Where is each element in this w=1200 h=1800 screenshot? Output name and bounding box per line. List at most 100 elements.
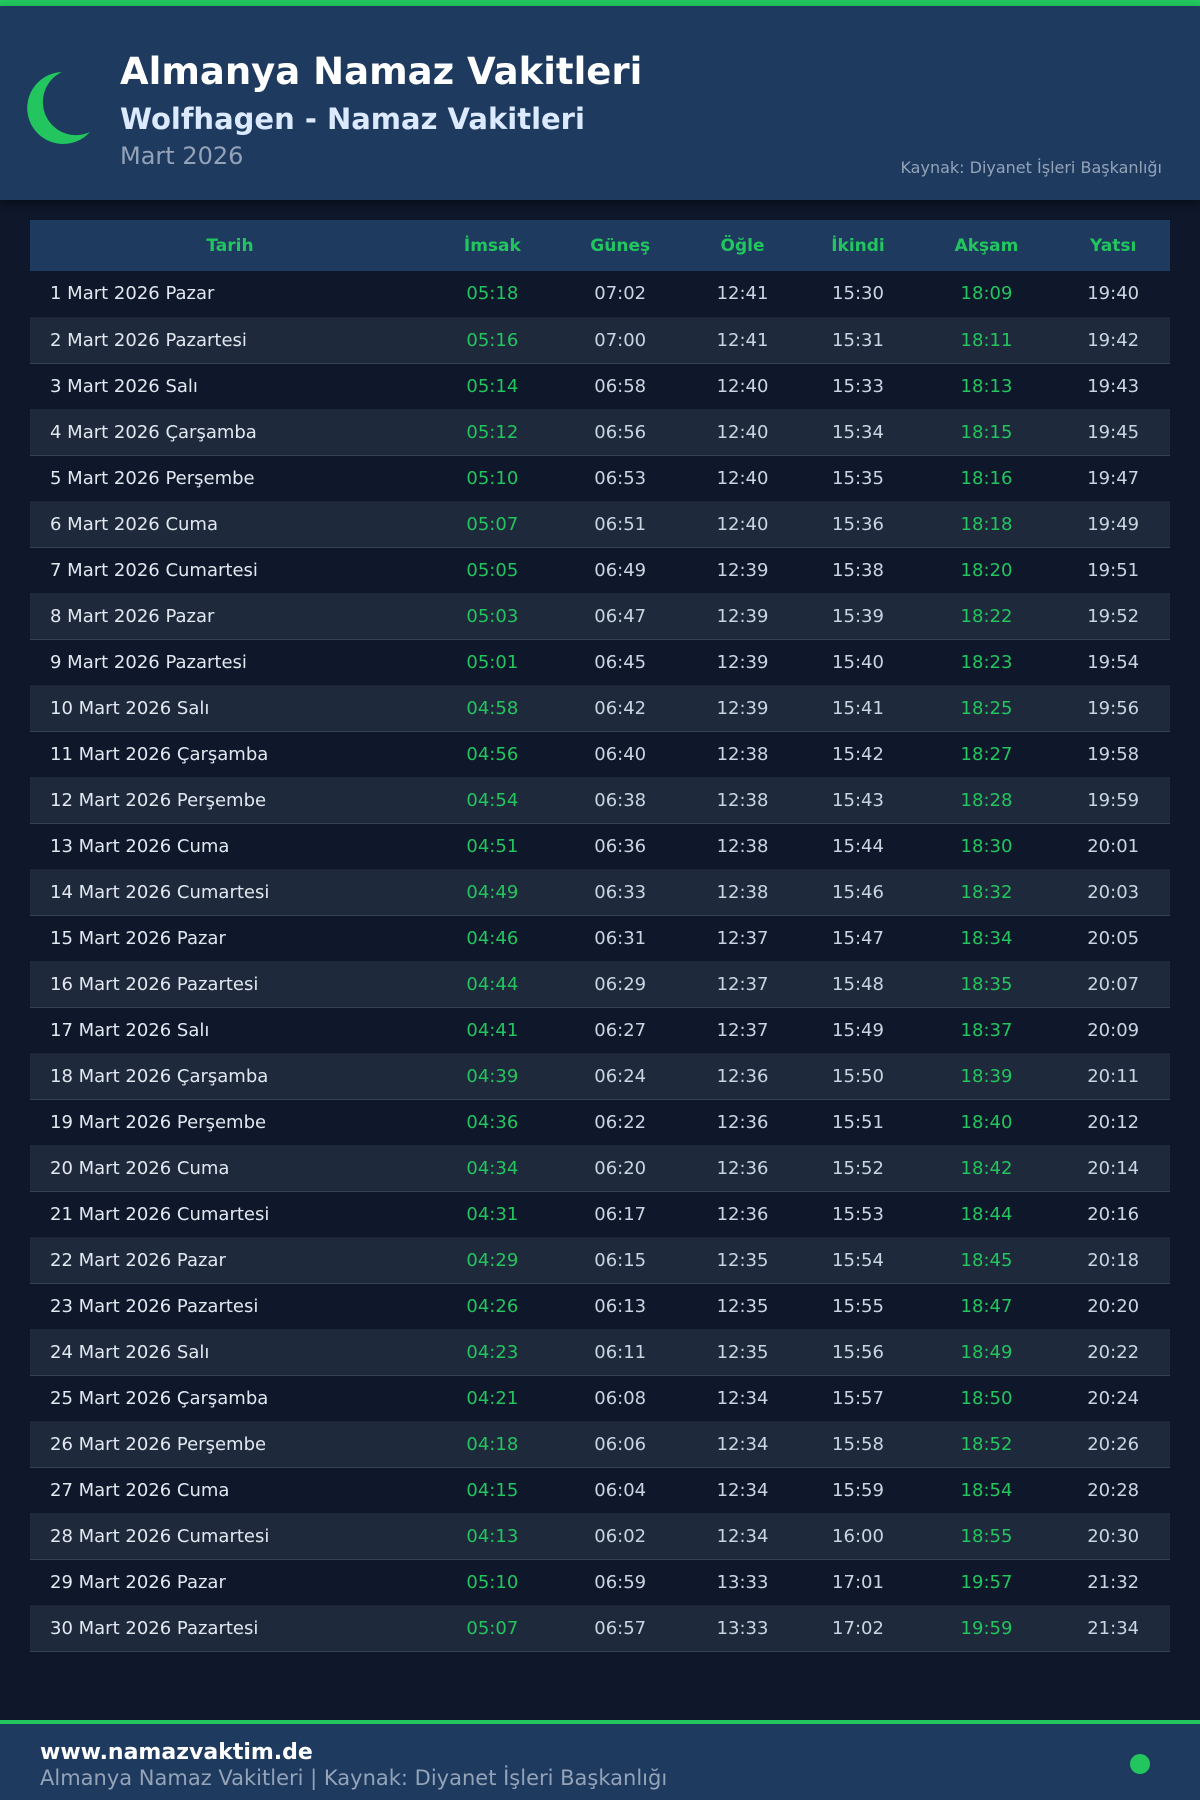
time-cell: 20:11 bbox=[1056, 1053, 1170, 1100]
date-cell: 16 Mart 2026 Pazartesi bbox=[30, 961, 430, 1008]
time-cell: 06:17 bbox=[554, 1191, 686, 1238]
time-cell: 12:38 bbox=[685, 777, 800, 824]
time-cell: 20:24 bbox=[1056, 1375, 1170, 1422]
time-cell: 05:01 bbox=[430, 639, 555, 686]
time-cell: 04:44 bbox=[430, 961, 555, 1008]
time-cell: 12:37 bbox=[685, 1007, 800, 1054]
time-cell: 04:26 bbox=[430, 1283, 555, 1330]
time-cell: 06:04 bbox=[554, 1467, 686, 1514]
time-cell: 04:18 bbox=[430, 1421, 555, 1468]
page-subtitle: Wolfhagen - Namaz Vakitleri bbox=[120, 102, 585, 136]
date-cell: 20 Mart 2026 Cuma bbox=[30, 1145, 430, 1192]
time-cell: 12:38 bbox=[685, 869, 800, 916]
time-cell: 18:28 bbox=[916, 777, 1057, 824]
time-cell: 19:43 bbox=[1056, 363, 1170, 410]
time-cell: 06:42 bbox=[554, 685, 686, 732]
time-cell: 20:26 bbox=[1056, 1421, 1170, 1468]
date-cell: 2 Mart 2026 Pazartesi bbox=[30, 317, 430, 364]
time-cell: 06:02 bbox=[554, 1513, 686, 1560]
time-cell: 19:57 bbox=[916, 1559, 1057, 1606]
time-cell: 06:51 bbox=[554, 501, 686, 548]
time-cell: 12:41 bbox=[685, 271, 800, 318]
date-cell: 6 Mart 2026 Cuma bbox=[30, 501, 430, 548]
date-cell: 10 Mart 2026 Salı bbox=[30, 685, 430, 732]
time-cell: 12:36 bbox=[685, 1053, 800, 1100]
date-cell: 7 Mart 2026 Cumartesi bbox=[30, 547, 430, 594]
time-cell: 06:29 bbox=[554, 961, 686, 1008]
time-cell: 20:09 bbox=[1056, 1007, 1170, 1054]
time-cell: 04:56 bbox=[430, 731, 555, 778]
table-row: 24 Mart 2026 Salı 04:23 06:11 12:35 15:56 18:… bbox=[30, 1329, 1170, 1376]
column-header: Akşam bbox=[916, 220, 1057, 271]
time-cell: 06:56 bbox=[554, 409, 686, 456]
time-cell: 12:34 bbox=[685, 1375, 800, 1422]
time-cell: 15:43 bbox=[799, 777, 917, 824]
time-cell: 06:27 bbox=[554, 1007, 686, 1054]
time-cell: 18:16 bbox=[916, 455, 1057, 502]
time-cell: 06:11 bbox=[554, 1329, 686, 1376]
time-cell: 12:40 bbox=[685, 409, 800, 456]
table-row: 26 Mart 2026 Perşembe 04:18 06:06 12:34 15:5… bbox=[30, 1421, 1170, 1468]
time-cell: 18:18 bbox=[916, 501, 1057, 548]
table-row: 17 Mart 2026 Salı 04:41 06:27 12:37 15:49 18:… bbox=[30, 1007, 1170, 1054]
table-row: 12 Mart 2026 Perşembe 04:54 06:38 12:38 15:4… bbox=[30, 777, 1170, 824]
date-cell: 17 Mart 2026 Salı bbox=[30, 1007, 430, 1054]
time-cell: 12:40 bbox=[685, 363, 800, 410]
table-row: 1 Mart 2026 Pazar 05:18 07:02 12:41 15:30 18:… bbox=[30, 271, 1170, 318]
time-cell: 15:47 bbox=[799, 915, 917, 962]
time-cell: 06:59 bbox=[554, 1559, 686, 1606]
table-row: 13 Mart 2026 Cuma 04:51 06:36 12:38 15:44 18:… bbox=[30, 823, 1170, 870]
time-cell: 18:35 bbox=[916, 961, 1057, 1008]
time-cell: 06:06 bbox=[554, 1421, 686, 1468]
month-label: Mart 2026 bbox=[120, 142, 244, 170]
time-cell: 06:24 bbox=[554, 1053, 686, 1100]
time-cell: 16:00 bbox=[799, 1513, 917, 1560]
time-cell: 06:36 bbox=[554, 823, 686, 870]
time-cell: 04:21 bbox=[430, 1375, 555, 1422]
table-row: 21 Mart 2026 Cumartesi 04:31 06:17 12:36 15:… bbox=[30, 1191, 1170, 1238]
time-cell: 18:13 bbox=[916, 363, 1057, 410]
time-cell: 04:23 bbox=[430, 1329, 555, 1376]
table-row: 28 Mart 2026 Cumartesi 04:13 06:02 12:34 16:… bbox=[30, 1513, 1170, 1560]
time-cell: 15:52 bbox=[799, 1145, 917, 1192]
date-cell: 9 Mart 2026 Pazartesi bbox=[30, 639, 430, 686]
time-cell: 19:59 bbox=[916, 1605, 1057, 1652]
date-cell: 3 Mart 2026 Salı bbox=[30, 363, 430, 410]
column-header: Güneş bbox=[554, 220, 686, 271]
table-header-row: Tarih İmsak Güneş Öğle İkindi Akşam Yatsı bbox=[30, 220, 1170, 271]
time-cell: 12:36 bbox=[685, 1191, 800, 1238]
time-cell: 20:18 bbox=[1056, 1237, 1170, 1284]
time-cell: 06:45 bbox=[554, 639, 686, 686]
time-cell: 12:38 bbox=[685, 823, 800, 870]
time-cell: 15:57 bbox=[799, 1375, 917, 1422]
time-cell: 04:15 bbox=[430, 1467, 555, 1514]
date-cell: 11 Mart 2026 Çarşamba bbox=[30, 731, 430, 778]
table-row: 3 Mart 2026 Salı 05:14 06:58 12:40 15:33 18:1… bbox=[30, 363, 1170, 410]
time-cell: 20:20 bbox=[1056, 1283, 1170, 1330]
site-link[interactable]: www.namazvaktim.de bbox=[40, 1740, 313, 1765]
source-label: Kaynak: Diyanet İşleri Başkanlığı bbox=[900, 158, 1162, 177]
date-cell: 29 Mart 2026 Pazar bbox=[30, 1559, 430, 1606]
prayer-times-table: Tarih İmsak Güneş Öğle İkindi Akşam Yatsı 1 Ma… bbox=[30, 220, 1170, 1652]
time-cell: 20:12 bbox=[1056, 1099, 1170, 1146]
table-row: 11 Mart 2026 Çarşamba 04:56 06:40 12:38 15:4… bbox=[30, 731, 1170, 778]
time-cell: 06:20 bbox=[554, 1145, 686, 1192]
column-header: İmsak bbox=[430, 220, 555, 271]
time-cell: 20:30 bbox=[1056, 1513, 1170, 1560]
time-cell: 12:41 bbox=[685, 317, 800, 364]
time-cell: 05:16 bbox=[430, 317, 555, 364]
time-cell: 18:32 bbox=[916, 869, 1057, 916]
time-cell: 18:50 bbox=[916, 1375, 1057, 1422]
time-cell: 15:46 bbox=[799, 869, 917, 916]
time-cell: 19:56 bbox=[1056, 685, 1170, 732]
time-cell: 06:58 bbox=[554, 363, 686, 410]
table-row: 14 Mart 2026 Cumartesi 04:49 06:33 12:38 15:… bbox=[30, 869, 1170, 916]
time-cell: 06:57 bbox=[554, 1605, 686, 1652]
time-cell: 19:54 bbox=[1056, 639, 1170, 686]
date-cell: 22 Mart 2026 Pazar bbox=[30, 1237, 430, 1284]
time-cell: 12:34 bbox=[685, 1467, 800, 1514]
date-cell: 15 Mart 2026 Pazar bbox=[30, 915, 430, 962]
time-cell: 06:22 bbox=[554, 1099, 686, 1146]
time-cell: 06:33 bbox=[554, 869, 686, 916]
time-cell: 15:50 bbox=[799, 1053, 917, 1100]
